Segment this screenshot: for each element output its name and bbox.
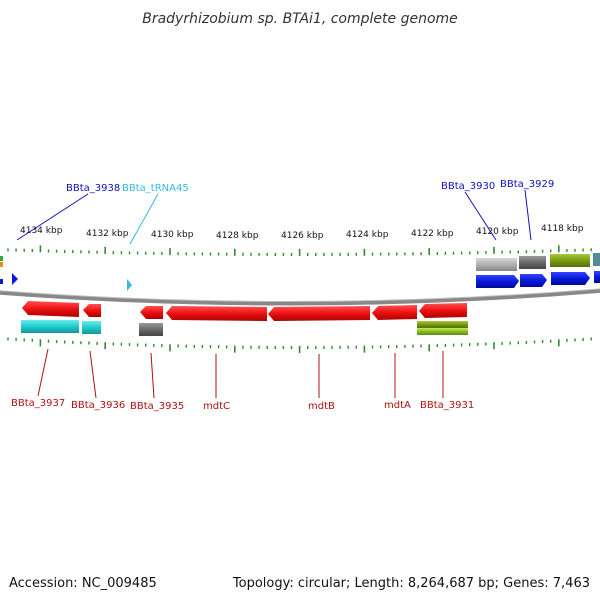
gene-arrow[interactable] xyxy=(22,301,79,317)
gene-arrow[interactable] xyxy=(268,306,370,321)
gene-label-bbta-3937[interactable]: BBta_3937 xyxy=(11,398,65,409)
topology-text: Topology: circular; Length: 8,264,687 bp… xyxy=(232,576,590,591)
genome-backbone xyxy=(0,288,600,306)
cog-box xyxy=(417,321,468,328)
cog-box xyxy=(139,323,163,336)
scale-labels: 4134 kbp 4132 kbp 4130 kbp 4128 kbp 4126… xyxy=(20,224,584,241)
gene-label-bbta-trna45[interactable]: BBta_tRNA45 xyxy=(122,183,189,194)
gene-label-bbta-3929[interactable]: BBta_3929 xyxy=(500,179,554,190)
gene-arrow[interactable] xyxy=(594,271,600,283)
gene-arrow[interactable] xyxy=(140,306,163,319)
scale-label: 4130 kbp xyxy=(151,230,194,240)
gene-arrow[interactable] xyxy=(476,275,519,288)
gene-arrow[interactable] xyxy=(551,272,590,285)
scale-label: 4134 kbp xyxy=(20,226,63,236)
scale-label: 4124 kbp xyxy=(346,230,389,240)
accession-text: Accession: NC_009485 xyxy=(9,576,157,591)
gene-label-mdtc[interactable]: mdtC xyxy=(203,401,230,412)
map-title: Bradyrhizobium sp. BTAi1, complete genom… xyxy=(142,11,458,27)
gene-label-mdtb[interactable]: mdtB xyxy=(308,401,335,412)
scale-label: 4120 kbp xyxy=(476,227,519,237)
cog-box xyxy=(550,254,590,267)
cog-box xyxy=(593,253,600,266)
scale-label: 4126 kbp xyxy=(281,231,324,241)
scale-label: 4128 kbp xyxy=(216,231,259,241)
cog-box xyxy=(519,256,546,269)
gene-label-bbta-3931[interactable]: BBta_3931 xyxy=(420,400,474,411)
gene-arrow[interactable] xyxy=(520,274,547,287)
top-gene-callouts: BBta_3938 BBta_tRNA45 BBta_3930 BBta_392… xyxy=(16,179,554,245)
forward-strand-genes xyxy=(476,253,600,288)
scale-ticks-bottom xyxy=(7,337,592,353)
gene-label-bbta-3930[interactable]: BBta_3930 xyxy=(441,181,495,192)
cog-box xyxy=(476,258,517,271)
cog-box xyxy=(417,328,468,335)
scale-ticks-top xyxy=(7,245,592,256)
cog-box xyxy=(82,321,101,334)
gene-arrow[interactable] xyxy=(372,305,417,320)
gene-arrow[interactable] xyxy=(83,304,101,317)
cog-box xyxy=(21,320,79,333)
edge-features-left xyxy=(0,256,132,291)
scale-label: 4122 kbp xyxy=(411,229,454,239)
scale-label: 4118 kbp xyxy=(541,224,584,234)
reverse-strand-genes xyxy=(21,301,468,336)
gene-label-bbta-3938[interactable]: BBta_3938 xyxy=(66,183,120,194)
scale-label: 4132 kbp xyxy=(86,229,129,239)
gene-arrow[interactable] xyxy=(166,306,267,321)
gene-arrow[interactable] xyxy=(419,303,467,318)
bottom-gene-callouts: BBta_3937 BBta_3936 BBta_3935 mdtC mdtB … xyxy=(11,348,474,412)
gene-label-mdta[interactable]: mdtA xyxy=(384,400,411,411)
gene-label-bbta-3936[interactable]: BBta_3936 xyxy=(71,400,125,411)
gene-label-bbta-3935[interactable]: BBta_3935 xyxy=(130,401,184,412)
